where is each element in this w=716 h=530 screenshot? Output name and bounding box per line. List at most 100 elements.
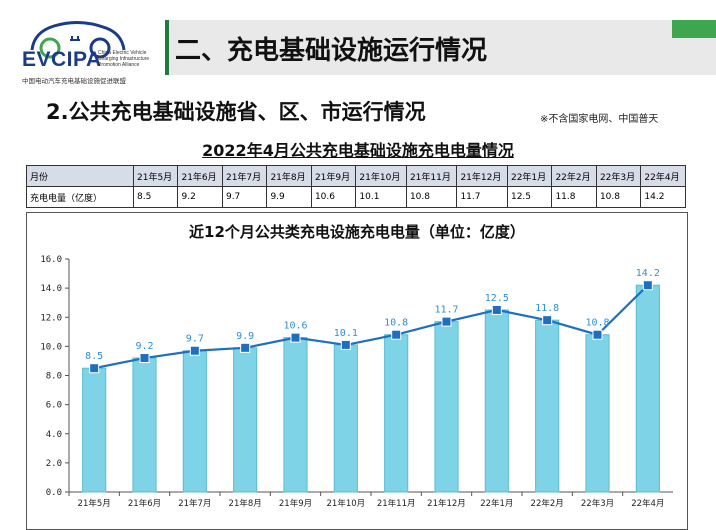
y-tick-label: 12.0: [40, 313, 62, 323]
table-month-cell: 21年11月: [405, 165, 458, 187]
table-title-text: 2022年4月公共充电基础设施充电电量情况: [202, 141, 514, 160]
line-marker: [391, 329, 402, 340]
data-label: 11.8: [535, 303, 559, 314]
line-marker: [542, 315, 553, 326]
x-tick-label: 21年11月: [377, 498, 416, 509]
y-tick-label: 14.0: [40, 284, 62, 294]
table-value-cell: 10.8: [595, 186, 642, 208]
chart-title: 近12个月公共类充电设施充电电量（单位：亿度）: [189, 223, 525, 241]
x-tick-label: 22年3月: [581, 498, 614, 509]
bar: [635, 284, 660, 493]
table-title: 2022年4月公共充电基础设施充电电量情况: [0, 137, 716, 161]
bar: [333, 344, 358, 493]
data-label: 9.9: [236, 331, 254, 342]
line-marker: [290, 332, 301, 343]
data-label: 10.1: [334, 328, 358, 339]
table-value-cell: 10.1: [355, 186, 407, 208]
bar: [434, 321, 459, 493]
table-month-cell: 22年2月: [551, 165, 597, 187]
y-tick-label: 6.0: [46, 401, 62, 411]
table-row-header: 月份: [26, 165, 134, 187]
bar: [283, 337, 308, 493]
table-month-cell: 21年9月: [310, 165, 357, 187]
line-marker: [189, 345, 200, 356]
table-value-cell: 11.8: [551, 186, 597, 208]
table-value-cell: 9.2: [177, 186, 223, 208]
table-month-cell: 22年4月: [640, 165, 686, 187]
y-tick-label: 2.0: [46, 459, 62, 469]
page-title: 二、充电基础设施运行情况: [175, 36, 488, 66]
line-marker: [89, 363, 100, 374]
line-marker: [340, 339, 351, 350]
x-tick-label: 21年8月: [229, 498, 262, 509]
table-value-cell: 9.7: [221, 186, 268, 208]
table-value-cell: 11.7: [456, 186, 508, 208]
title-accent: [672, 20, 716, 38]
table-month-cell: 22年3月: [595, 165, 642, 187]
line-marker: [592, 329, 603, 340]
x-tick-label: 21年7月: [178, 498, 211, 509]
section-subtitle: 2.公共充电基础设施省、区、市运行情况: [46, 100, 426, 124]
table-row-values: 充电电量（亿度） 8.5 9.2 9.7 9.9 10.6 10.1 10.8 …: [26, 186, 686, 208]
table-month-cell: 22年1月: [506, 165, 553, 187]
data-label: 11.7: [434, 305, 458, 316]
logo-english-name: China Electric Vehicle Charging Infrastr…: [98, 50, 150, 68]
table-month-cell: 21年5月: [132, 165, 179, 187]
line-marker: [441, 316, 452, 327]
chart-container: 近12个月公共类充电设施充电电量（单位：亿度） 0.0 2.0 4.0 6.0 8.0 1…: [26, 212, 688, 530]
table-value-cell: 14.2: [640, 186, 686, 208]
y-tick-label: 0.0: [46, 488, 62, 498]
logo-chinese-name: 中国电动汽车充电基础设施促进联盟: [22, 77, 126, 85]
data-label: 9.2: [135, 341, 153, 352]
x-tick-label: 21年6月: [128, 498, 161, 509]
table-month-cell: 21年12月: [456, 165, 508, 187]
table-value-cell: 10.8: [405, 186, 458, 208]
bar: [132, 357, 157, 493]
y-tick-label: 4.0: [46, 430, 62, 440]
table-row-header: 充电电量（亿度）: [26, 186, 134, 208]
data-label: 10.8: [384, 318, 408, 329]
table-row-months: 月份 21年5月 21年6月 21年7月 21年8月 21年9月 21年10月 …: [26, 165, 686, 187]
bar: [535, 319, 560, 493]
bar-line-chart: 0.0 2.0 4.0 6.0 8.0 10.0 12.0 14.0 16.0 21年5月 21年6…: [40, 255, 673, 509]
y-tick-label: 10.0: [40, 342, 62, 352]
x-tick-label: 22年4月: [631, 498, 664, 509]
y-tick-label: 8.0: [46, 372, 62, 382]
x-tick-label: 21年9月: [279, 498, 312, 509]
table-month-cell: 21年10月: [355, 165, 407, 187]
bar: [384, 334, 409, 493]
data-label: 10.6: [283, 321, 307, 332]
bar: [484, 309, 509, 493]
bar: [585, 334, 610, 493]
data-table: 月份 21年5月 21年6月 21年7月 21年8月 21年9月 21年10月 …: [26, 165, 686, 208]
bar: [233, 347, 258, 493]
x-tick-label: 21年5月: [78, 498, 111, 509]
x-tick-label: 22年1月: [480, 498, 513, 509]
data-label: 9.7: [186, 334, 204, 345]
line-marker: [139, 353, 150, 364]
table-value-cell: 8.5: [132, 186, 179, 208]
line-marker: [491, 304, 502, 315]
table-month-cell: 21年6月: [177, 165, 223, 187]
line-marker: [642, 280, 653, 291]
table-value-cell: 12.5: [506, 186, 553, 208]
x-tick-label: 21年12月: [427, 498, 466, 509]
table-month-cell: 21年8月: [266, 165, 312, 187]
line-marker: [240, 342, 251, 353]
x-tick-label: 21年10月: [327, 498, 366, 509]
table-value-cell: 10.6: [310, 186, 357, 208]
title-bar: 二、充电基础设施运行情况: [165, 20, 716, 75]
ev-car-logo-icon: [30, 21, 126, 59]
x-tick-label: 22年2月: [531, 498, 564, 509]
logo-text: EVCIPA: [22, 48, 102, 71]
data-label: 14.2: [636, 268, 660, 279]
series-line: [93, 284, 649, 370]
table-value-cell: 9.9: [266, 186, 312, 208]
evcipa-logo: [10, 10, 155, 88]
data-label: 8.5: [85, 351, 103, 362]
data-label: 10.8: [585, 318, 609, 329]
bar: [182, 350, 207, 493]
bar: [82, 367, 107, 493]
data-label: 12.5: [485, 293, 509, 304]
table-month-cell: 21年7月: [221, 165, 268, 187]
